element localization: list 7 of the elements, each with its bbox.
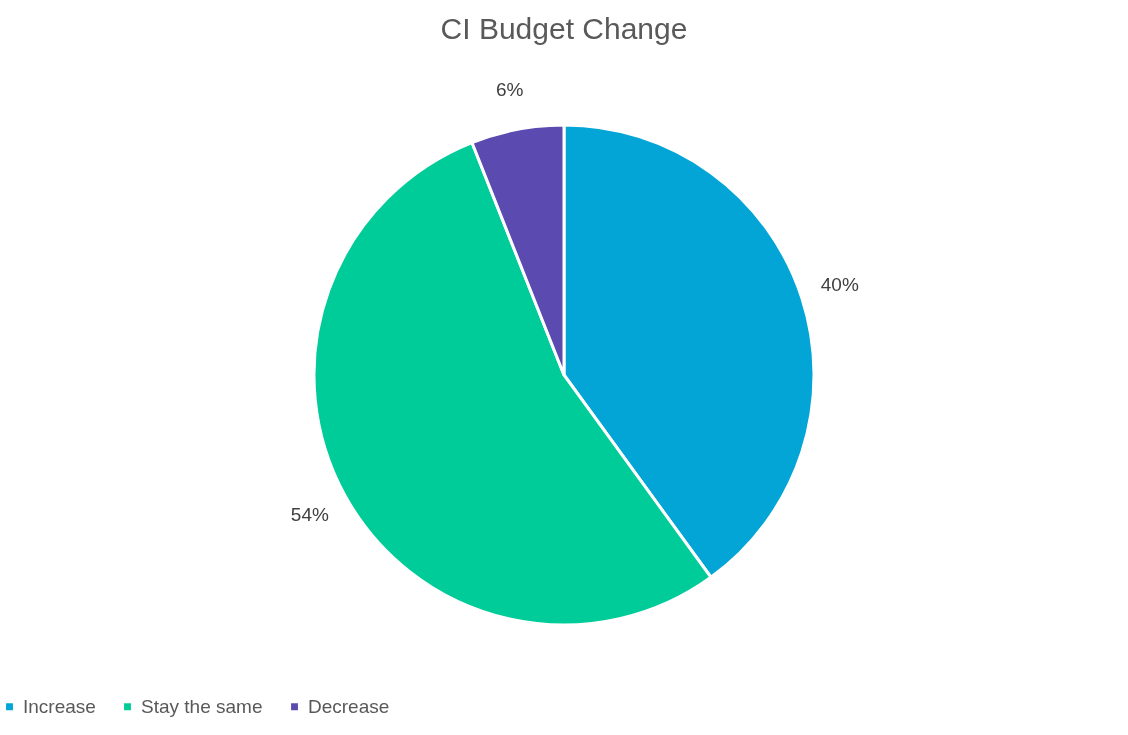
data-label: 54% (290, 503, 329, 525)
legend-label: Decrease (308, 695, 390, 717)
legend-label: Increase (23, 695, 96, 717)
data-label: 40% (820, 274, 859, 296)
legend-label: Stay the same (141, 695, 263, 717)
chart-title: CI Budget Change (440, 12, 688, 45)
data-label: 6% (495, 79, 524, 101)
